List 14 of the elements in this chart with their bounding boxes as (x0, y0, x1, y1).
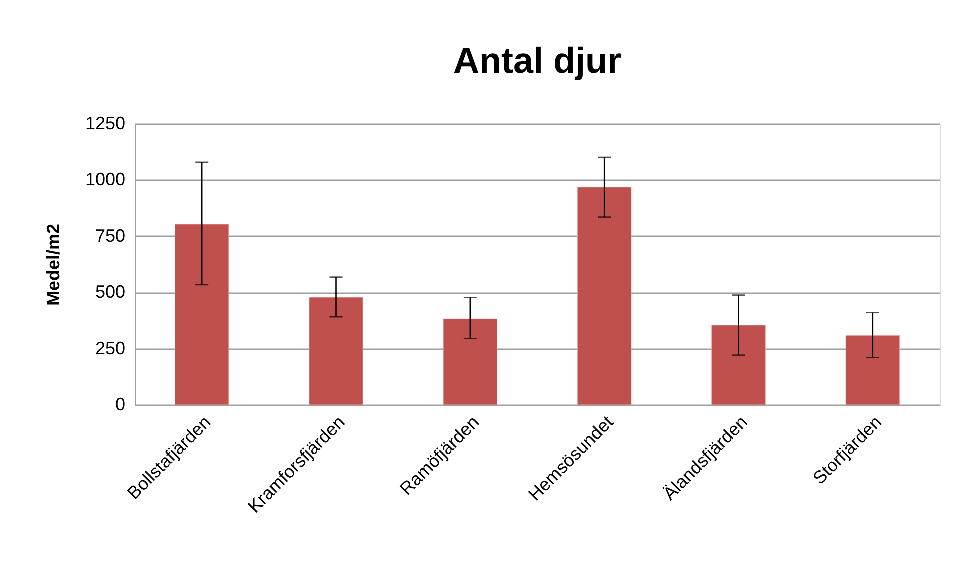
y-tick-label: 0 (115, 394, 126, 414)
bar (309, 297, 364, 406)
y-tick-label: 1250 (85, 114, 126, 134)
y-axis-title: Medel/m2 (43, 224, 64, 306)
chart-title: Antal djur (454, 40, 622, 81)
bar (443, 318, 498, 406)
bar (846, 336, 900, 406)
y-tick-label: 250 (95, 338, 126, 358)
bar (175, 224, 230, 406)
y-tick-label: 500 (95, 282, 126, 302)
y-tick-label: 750 (95, 226, 126, 246)
bar (578, 187, 632, 406)
bar (712, 325, 766, 406)
y-tick-label: 1000 (85, 170, 126, 190)
